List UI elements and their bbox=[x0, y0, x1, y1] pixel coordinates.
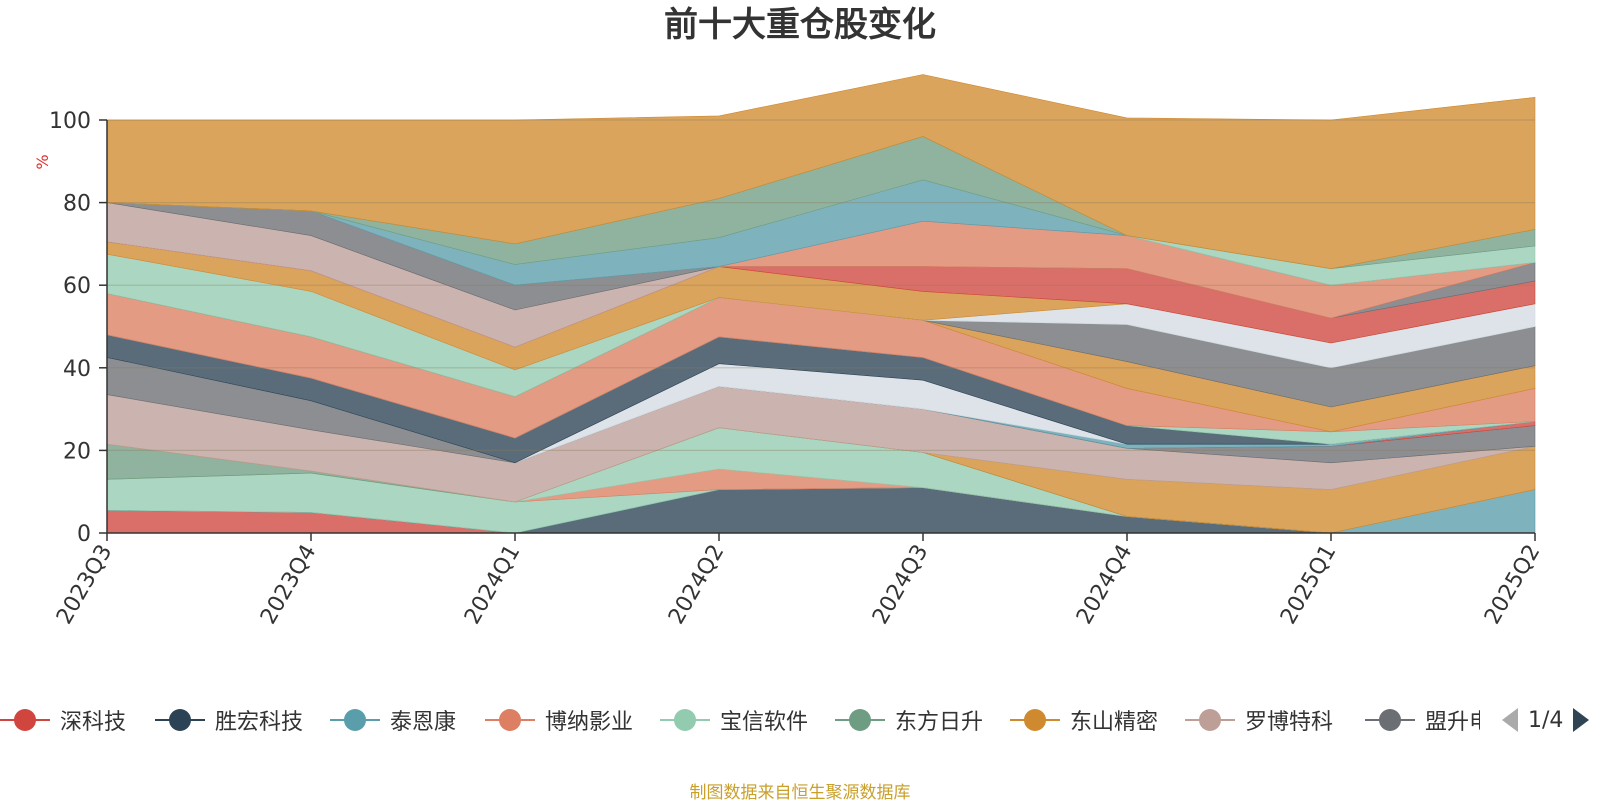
x-tick-labels: 2023Q3 2023Q4 2024Q1 2024Q2 2024Q3 2024Q4 2025… bbox=[52, 541, 1545, 629]
legend-label: 东山精密 bbox=[1070, 710, 1159, 735]
legend-pager: 1/4 bbox=[1500, 700, 1591, 740]
legend-item[interactable]: 泰恩康 bbox=[330, 700, 456, 740]
x-tick-label: 2024Q2 bbox=[664, 541, 729, 629]
legend-marker-icon bbox=[835, 709, 885, 731]
x-tick-label: 2024Q4 bbox=[1072, 541, 1137, 629]
grid-lines bbox=[107, 119, 1535, 451]
legend-marker-icon bbox=[660, 709, 710, 731]
legend-label: 胜宏科技 bbox=[215, 710, 304, 735]
source-note: 制图数据来自恒生聚源数据库 bbox=[689, 783, 911, 803]
legend-label: 泰恩康 bbox=[390, 710, 457, 735]
legend-marker-icon bbox=[155, 709, 205, 731]
legend-marker-icon bbox=[1365, 709, 1415, 731]
legend-item[interactable]: 宝信软件 bbox=[660, 700, 808, 740]
y-tick-label: 80 bbox=[63, 192, 91, 217]
y-tick-label: 100 bbox=[49, 109, 91, 134]
legend-item[interactable]: 罗博特科 bbox=[1185, 700, 1333, 740]
page-prev-icon[interactable] bbox=[1500, 706, 1520, 734]
y-axis-label: % bbox=[33, 154, 52, 169]
legend-label: 罗博特科 bbox=[1245, 710, 1334, 735]
y-tick-label: 40 bbox=[63, 357, 91, 382]
area-bands bbox=[106, 74, 1536, 534]
legend-label: 盟升电子 bbox=[1425, 710, 1480, 735]
legend-item[interactable]: 胜宏科技 bbox=[155, 700, 303, 740]
legend-item[interactable]: 东方日升 bbox=[835, 700, 983, 740]
legend-marker-icon bbox=[330, 709, 380, 731]
legend-item[interactable]: 深科技 bbox=[0, 700, 126, 740]
x-tick-label: 2025Q1 bbox=[1276, 541, 1341, 629]
legend-marker-icon bbox=[1010, 709, 1060, 731]
legend-marker-icon bbox=[485, 709, 535, 731]
legend-label: 深科技 bbox=[60, 710, 127, 735]
legend-label: 博纳影业 bbox=[545, 710, 634, 735]
x-tick-label: 2025Q2 bbox=[1480, 541, 1545, 629]
legend-label: 宝信软件 bbox=[720, 710, 809, 735]
x-tick-label: 2023Q4 bbox=[256, 541, 321, 629]
legend-item[interactable]: 博纳影业 bbox=[485, 700, 633, 740]
y-tick-labels: 0 20 40 60 80 100 bbox=[49, 109, 91, 547]
page-indicator: 1/4 bbox=[1528, 707, 1564, 733]
page-next-icon[interactable] bbox=[1571, 706, 1591, 734]
legend-item[interactable]: 东山精密 bbox=[1010, 700, 1158, 740]
axes bbox=[99, 119, 1536, 541]
legend-label: 东方日升 bbox=[895, 710, 984, 735]
x-tick-label: 2024Q1 bbox=[460, 541, 525, 629]
chart-title: 前十大重仓股变化 bbox=[664, 5, 936, 45]
y-tick-label: 60 bbox=[63, 274, 91, 299]
area-band bbox=[106, 74, 1536, 270]
x-tick-label: 2024Q3 bbox=[868, 541, 933, 629]
y-tick-label: 20 bbox=[63, 439, 91, 464]
legend: 深科技 胜宏科技 泰恩康 博纳影业 宝信软件 东方日升 东山精密 罗博特科 盟升电子 bbox=[0, 700, 1480, 740]
legend-marker-icon bbox=[1185, 709, 1235, 731]
x-tick-label: 2023Q3 bbox=[52, 541, 117, 629]
legend-item[interactable]: 盟升电子 bbox=[1365, 700, 1480, 740]
y-tick-label: 0 bbox=[77, 522, 91, 547]
legend-marker-icon bbox=[0, 709, 50, 731]
